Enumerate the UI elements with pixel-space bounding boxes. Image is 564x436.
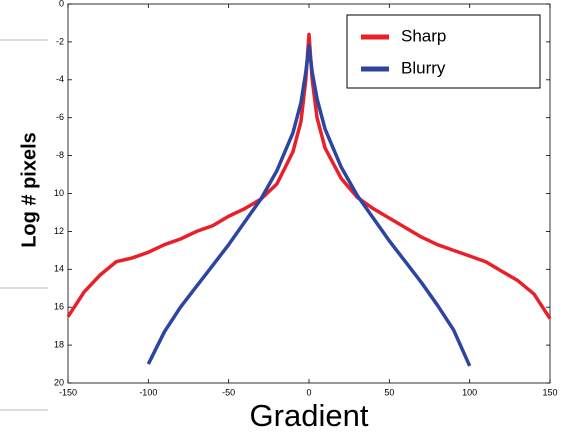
y-axis-label: Log # pixels xyxy=(18,132,40,248)
x-tick-label: -50 xyxy=(222,387,235,397)
line xyxy=(146,43,472,367)
y-tick-label: 18 xyxy=(54,339,64,349)
y-tick-label: -4 xyxy=(56,74,64,84)
y-tick-label: 12 xyxy=(54,226,64,236)
y-tick-label: -8 xyxy=(56,150,64,160)
legend-label: Blurry xyxy=(401,58,446,77)
y-tick-label: 10 xyxy=(54,188,64,198)
legend-label: Sharp xyxy=(401,26,446,45)
x-tick-label: -100 xyxy=(139,387,157,397)
x-tick-label: 50 xyxy=(384,387,394,397)
y-tick-label: -6 xyxy=(56,112,64,122)
x-axis-label: Gradient xyxy=(250,398,369,433)
y-tick-label: 0 xyxy=(59,0,64,8)
line xyxy=(66,32,552,320)
x-tick-label: -150 xyxy=(59,387,77,397)
x-tick-label: 100 xyxy=(462,387,477,397)
legend xyxy=(346,14,541,89)
y-tick-label: 20 xyxy=(54,377,64,387)
x-tick-label: 0 xyxy=(306,387,311,397)
x-tick-label: 150 xyxy=(542,387,557,397)
y-tick-label: -2 xyxy=(56,36,64,46)
y-tick-label: 14 xyxy=(54,264,64,274)
y-tick-label: 16 xyxy=(54,302,64,312)
